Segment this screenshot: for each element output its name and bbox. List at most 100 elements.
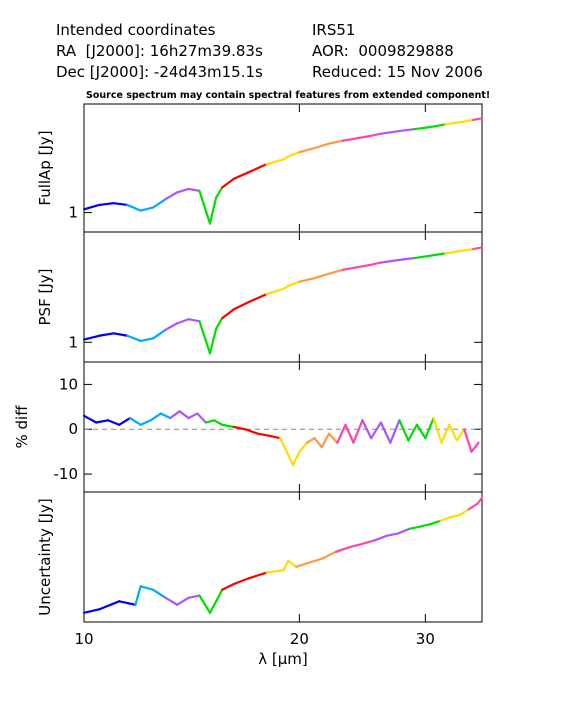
spectrum-segment-fullap: [152, 198, 167, 209]
spectrum-segment-uncertainty: [98, 600, 121, 611]
spectrum-segment-diff: [204, 419, 216, 424]
spectrum-segment-uncertainty: [247, 571, 268, 580]
spectrum-segment-uncertainty: [361, 539, 376, 545]
header-left-line-2: RA [J2000]: 16h27m39.83s: [56, 42, 263, 60]
spectrum-segment-uncertainty: [449, 513, 461, 519]
spectrum-segment-uncertainty: [82, 608, 101, 614]
spectrum-segment-uncertainty: [164, 596, 179, 606]
panel-frame-psf: [83, 231, 483, 363]
spectrum-segment-diff: [344, 423, 355, 444]
spectrum-segment-diff: [106, 419, 121, 426]
spectrum-segment-uncertainty: [265, 569, 285, 574]
panel-frame-diff: [83, 361, 483, 493]
spectrum-segment-fullap: [208, 196, 218, 225]
spectrum-segment-fullap: [424, 125, 437, 129]
y-axis-label-psf: PSF [Jy]: [36, 269, 54, 326]
y-axis-label-fullap: FullAp [Jy]: [36, 130, 54, 205]
spectrum-segment-psf: [176, 318, 190, 325]
spectrum-segment-uncertainty: [139, 585, 155, 591]
spectrum-segment-diff: [169, 410, 181, 420]
spectrum-segment-psf: [463, 247, 475, 252]
spectrum-segment-psf: [221, 308, 235, 320]
spectrum-segment-diff: [178, 410, 190, 420]
spectrum-segment-fullap: [221, 177, 235, 189]
spectrum-segment-fullap: [287, 151, 301, 158]
spectrum-segment-psf: [367, 261, 382, 267]
spectrum-segment-diff: [139, 419, 152, 426]
spectrum-segment-diff: [268, 434, 282, 440]
spectrum-segment-uncertainty: [467, 502, 479, 511]
spectrum-segment-uncertainty: [385, 532, 400, 537]
spectrum-segment-psf: [139, 337, 155, 343]
spectrum-segment-psf: [424, 253, 437, 258]
spectrum-segment-fullap: [463, 118, 475, 123]
x-tick-label: 30: [416, 630, 435, 648]
header-right-line-1: IRS51: [312, 21, 356, 39]
spectrum-segment-uncertainty: [373, 534, 388, 542]
spectrum-segment-diff: [327, 432, 339, 444]
spectrum-segment-diff: [291, 450, 301, 467]
spectrum-segment-diff: [232, 425, 247, 431]
spectrum-segment-diff: [415, 423, 427, 440]
spectrum-segment-diff: [118, 416, 132, 426]
spectrum-segment-fullap: [164, 191, 179, 201]
spectrum-segment-fullap: [313, 142, 331, 150]
spectrum-segment-fullap: [327, 139, 344, 145]
spectrum-segment-fullap: [215, 186, 224, 199]
spectrum-segment-diff: [320, 432, 331, 449]
spectrum-segment-uncertainty: [232, 577, 250, 586]
spectrum-segment-diff: [407, 423, 419, 442]
spectrum-segment-fullap: [198, 189, 212, 225]
spectrum-segment-psf: [354, 264, 370, 269]
y-tick-label-diff: -10: [54, 465, 79, 483]
spectrum-segment-psf: [112, 332, 129, 337]
spectrum-segment-uncertainty: [208, 600, 218, 614]
spectrum-segment-psf: [472, 246, 484, 251]
spectrum-segment-psf: [313, 272, 331, 280]
spectrum-segment-uncertainty: [320, 550, 338, 560]
spectrum-segment-psf: [413, 255, 427, 260]
spectrum-segment-psf: [265, 287, 285, 296]
spectrum-segment-diff: [370, 421, 382, 440]
spectrum-segment-diff: [455, 428, 466, 442]
spectrum-segment-uncertainty: [176, 596, 190, 606]
spectrum-segment-fullap: [139, 206, 155, 212]
spectrum-segment-fullap: [82, 203, 101, 211]
spectrum-segment-uncertainty: [287, 559, 298, 568]
spectrum-segment-fullap: [247, 163, 268, 174]
spectrum-segment-diff: [95, 419, 110, 424]
header-left-line-3: Dec [J2000]: -24d43m15.1s: [56, 63, 263, 81]
spectrum-segment-psf: [98, 332, 115, 337]
spectrum-segment-uncertainty: [429, 519, 442, 526]
spectrum-segment-diff: [129, 416, 142, 426]
y-tick-label-fullap: 1: [68, 204, 78, 222]
spectrum-segment-diff: [336, 423, 347, 444]
spectrum-segment-fullap: [176, 187, 190, 194]
spectrum-segment-diff: [389, 419, 401, 444]
spectrum-segment-fullap: [379, 130, 394, 135]
spectrum-segment-fullap: [453, 120, 466, 124]
spectrum-segment-fullap: [341, 137, 358, 142]
spectrum-segment-uncertainty: [419, 523, 432, 528]
spectrum-segment-psf: [152, 328, 167, 340]
spectrum-segment-fullap: [367, 132, 382, 138]
spectrum-segment-diff: [398, 419, 410, 442]
spectrum-segment-diff: [440, 423, 451, 444]
spectrum-segment-uncertainty: [198, 594, 212, 614]
spectrum-segment-diff: [187, 412, 199, 420]
spectrum-segment-diff: [470, 441, 480, 453]
spectrum-segment-psf: [198, 320, 212, 355]
spectrum-segment-uncertainty: [134, 585, 142, 606]
spectrum-segment-uncertainty: [305, 557, 323, 565]
spectrum-segment-fullap: [434, 123, 447, 128]
y-axis-label-uncertainty: Uncertainty [Jy]: [36, 498, 54, 615]
spectrum-segment-psf: [444, 250, 457, 255]
spectrum-segment-diff: [212, 419, 224, 426]
spectrum-segment-psf: [327, 268, 344, 275]
spectrum-segment-diff: [424, 416, 435, 440]
spectrum-segment-psf: [208, 327, 218, 355]
x-axis-label: λ [μm]: [258, 650, 308, 668]
spectrum-segment-uncertainty: [334, 546, 351, 553]
extended-component-note: Source spectrum may contain spectral fea…: [86, 90, 491, 101]
